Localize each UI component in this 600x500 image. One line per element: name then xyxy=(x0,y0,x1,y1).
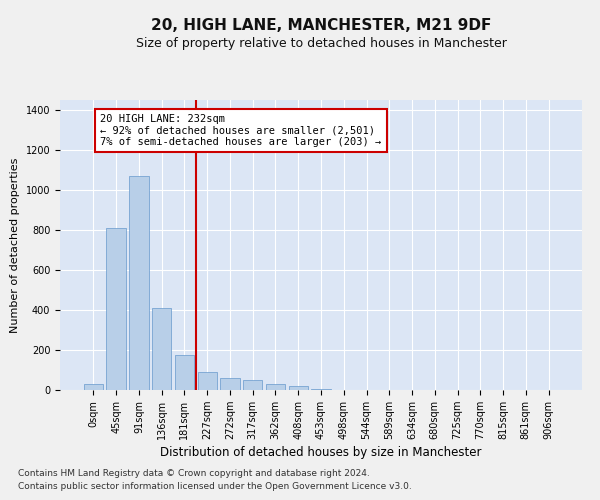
Bar xyxy=(220,378,239,390)
Y-axis label: Number of detached properties: Number of detached properties xyxy=(10,158,20,332)
Bar xyxy=(266,384,285,390)
Text: 20 HIGH LANE: 232sqm
← 92% of detached houses are smaller (2,501)
7% of semi-det: 20 HIGH LANE: 232sqm ← 92% of detached h… xyxy=(100,114,382,147)
X-axis label: Distribution of detached houses by size in Manchester: Distribution of detached houses by size … xyxy=(160,446,482,459)
Bar xyxy=(106,228,126,390)
Bar xyxy=(243,380,262,390)
Bar xyxy=(197,372,217,390)
Text: Contains public sector information licensed under the Open Government Licence v3: Contains public sector information licen… xyxy=(18,482,412,491)
Bar xyxy=(311,389,331,390)
Text: 20, HIGH LANE, MANCHESTER, M21 9DF: 20, HIGH LANE, MANCHESTER, M21 9DF xyxy=(151,18,491,32)
Text: Contains HM Land Registry data © Crown copyright and database right 2024.: Contains HM Land Registry data © Crown c… xyxy=(18,468,370,477)
Bar xyxy=(129,176,149,390)
Text: Size of property relative to detached houses in Manchester: Size of property relative to detached ho… xyxy=(136,38,506,51)
Bar xyxy=(84,384,103,390)
Bar xyxy=(152,308,172,390)
Bar xyxy=(289,386,308,390)
Bar xyxy=(175,355,194,390)
